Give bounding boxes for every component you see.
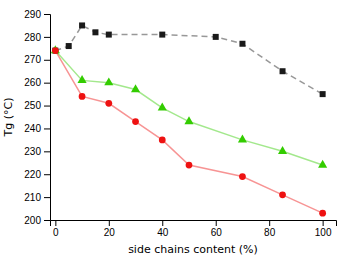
x-axis: 0 20 40 60 80 100 — [51, 220, 337, 238]
x-tick-label: 0 — [53, 227, 59, 238]
series-marker — [278, 146, 287, 154]
y-tick-label: 230 — [24, 146, 41, 157]
x-tick-label: 20 — [104, 227, 116, 238]
y-axis-line — [44, 15, 51, 221]
series-marker — [238, 135, 247, 143]
y-tick-mark — [44, 128, 50, 129]
y-tick: 260 — [24, 77, 50, 88]
x-tick: 60 — [211, 220, 223, 238]
series-marker — [78, 75, 87, 83]
series-marker — [105, 100, 112, 107]
series-marker — [52, 47, 59, 54]
series-marker — [280, 68, 286, 74]
x-tick-label: 80 — [264, 227, 276, 238]
y-tick-label: 210 — [24, 192, 41, 203]
y-tick-mark — [44, 106, 50, 107]
x-axis-title: side chains content (%) — [128, 243, 258, 256]
series-marker — [159, 137, 166, 144]
y-tick-label: 240 — [24, 123, 41, 134]
series-line — [55, 51, 322, 214]
marks — [51, 22, 327, 216]
y-tick-mark — [44, 197, 50, 198]
chart: 0204060801002002102202302402502602702802… — [0, 0, 350, 260]
series-line — [55, 25, 322, 94]
x-tick: 80 — [264, 220, 276, 238]
y-tick-label: 290 — [24, 9, 41, 20]
y-tick-mark — [44, 60, 50, 61]
series-marker — [66, 43, 72, 49]
y-tick: 240 — [24, 123, 50, 134]
x-tick-label: 100 — [315, 227, 332, 238]
series-marker — [159, 32, 165, 38]
series-marker — [184, 116, 193, 124]
y-tick-mark — [44, 37, 50, 38]
y-tick-label: 200 — [24, 215, 41, 226]
x-tick: 0 — [53, 220, 59, 238]
series-marker — [51, 45, 60, 53]
series-marker — [92, 29, 98, 35]
series-marker — [79, 22, 85, 28]
series-marker — [239, 41, 245, 47]
series-marker — [79, 93, 86, 100]
y-tick-label: 220 — [24, 169, 41, 180]
y-tick-label: 270 — [24, 54, 41, 65]
y-axis: 200 210 220 230 240 250 260 270 280 290 — [24, 9, 50, 226]
y-tick-mark — [44, 151, 50, 152]
series-line — [55, 51, 322, 165]
series-marker — [320, 91, 326, 97]
series-marker — [52, 48, 58, 54]
series-marker — [186, 162, 193, 169]
y-tick-mark — [44, 220, 50, 221]
series-marker — [239, 173, 246, 180]
y-tick: 290 — [24, 9, 50, 20]
y-tick-label: 280 — [24, 32, 41, 43]
y-tick-mark — [44, 174, 50, 175]
x-tick-mark — [55, 220, 56, 226]
y-tick-mark — [44, 83, 50, 84]
series-marker — [319, 210, 326, 217]
series-marker — [318, 160, 327, 168]
series-marker — [158, 103, 167, 111]
y-tick: 250 — [24, 100, 50, 111]
x-tick-mark — [269, 220, 270, 226]
y-tick: 270 — [24, 54, 50, 65]
plot: 0204060801002002102202302402502602702802… — [2, 9, 337, 256]
x-tick-label: 40 — [157, 227, 169, 238]
x-tick-label: 60 — [211, 227, 223, 238]
y-tick: 220 — [24, 169, 50, 180]
y-axis-title: Tg (°C) — [2, 98, 15, 138]
series-marker — [104, 77, 113, 85]
y-tick-mark — [44, 14, 50, 15]
series-marker — [213, 34, 219, 40]
y-tick: 230 — [24, 146, 50, 157]
y-tick: 200 — [24, 215, 50, 226]
series-marker — [132, 118, 139, 125]
y-tick-label: 260 — [24, 77, 41, 88]
series-marker — [279, 191, 286, 198]
x-tick: 100 — [315, 220, 332, 238]
y-tick: 210 — [24, 192, 50, 203]
series-marker — [131, 84, 140, 92]
x-tick-mark — [109, 220, 110, 226]
x-tick: 20 — [104, 220, 116, 238]
x-tick-mark — [216, 220, 217, 226]
y-tick: 280 — [24, 32, 50, 43]
x-tick-mark — [323, 220, 324, 226]
x-tick-mark — [162, 220, 163, 226]
y-tick-label: 250 — [24, 100, 41, 111]
x-tick: 40 — [157, 220, 169, 238]
x-axis-line — [51, 221, 337, 227]
series-marker — [106, 32, 112, 38]
